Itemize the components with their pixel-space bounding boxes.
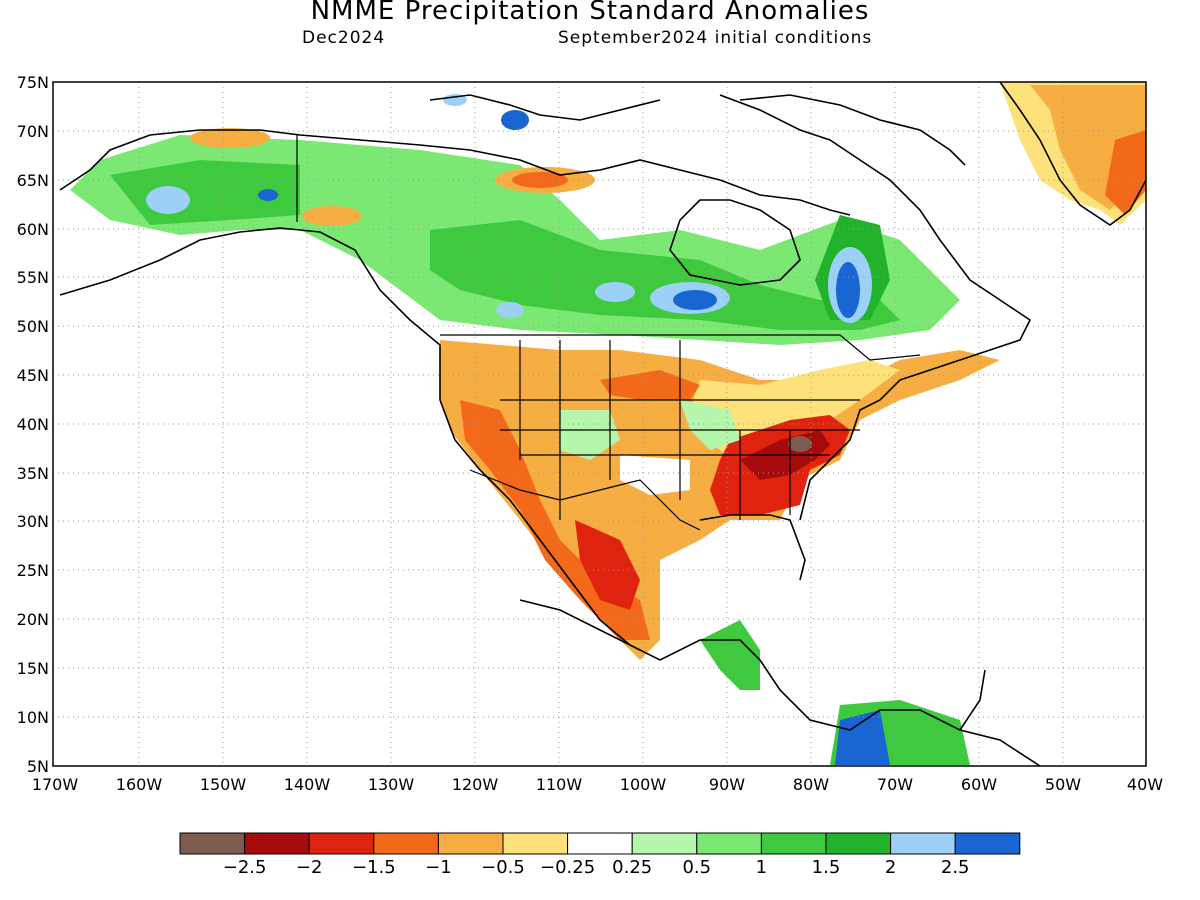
- lon-label: 60W: [961, 775, 997, 794]
- colorbar-label: 1: [756, 857, 767, 878]
- lat-label: 60N: [17, 220, 49, 239]
- colorbar-label: 1.5: [812, 857, 841, 878]
- political-borders: [296, 135, 921, 531]
- anomaly-field: [70, 82, 1146, 765]
- map-title: NMME Precipitation Standard Anomalies: [310, 0, 870, 26]
- lon-label: 100W: [620, 775, 667, 794]
- latitude-labels: 75N 70N 65N 60N 55N 50N 45N 40N 35N 30N …: [17, 73, 49, 776]
- lat-label: 75N: [17, 73, 49, 92]
- lat-label: 20N: [17, 610, 49, 629]
- lon-label: 160W: [116, 775, 163, 794]
- coastlines: [59, 82, 1146, 766]
- lat-label: 30N: [17, 512, 49, 531]
- lon-label: 140W: [284, 775, 331, 794]
- lon-label: 150W: [200, 775, 247, 794]
- lon-label: 80W: [793, 775, 829, 794]
- colorbar-label: −2: [296, 857, 323, 878]
- colorbar-swatch: [437, 832, 504, 855]
- target-month-label: Dec2024: [302, 28, 386, 48]
- initial-conditions-label: September2024 initial conditions: [558, 28, 873, 48]
- colorbar-label: −1: [425, 857, 452, 878]
- colorbar-label: 0.5: [682, 857, 711, 878]
- colorbar-swatch: [373, 832, 439, 855]
- lat-label: 40N: [17, 415, 49, 434]
- lat-label: 35N: [17, 464, 49, 483]
- lat-label: 50N: [17, 317, 49, 336]
- lon-label: 40W: [1127, 775, 1163, 794]
- longitude-labels: 170W 160W 150W 140W 130W 120W 110W 100W …: [32, 775, 1163, 794]
- lon-label: 110W: [536, 775, 583, 794]
- lon-label: 130W: [368, 775, 415, 794]
- colorbar-swatch: [760, 832, 827, 855]
- lon-label: 50W: [1045, 775, 1081, 794]
- lat-label: 70N: [17, 122, 49, 141]
- colorbar-swatch: [179, 832, 246, 855]
- colorbar-swatch: [502, 832, 569, 855]
- colorbar-swatch: [825, 832, 892, 855]
- colorbar-swatch: [890, 832, 956, 855]
- colorbar-swatch: [244, 832, 310, 855]
- colorbar-label: −0.25: [540, 857, 595, 878]
- lat-label: 55N: [17, 268, 49, 287]
- colorbar-swatch: [631, 832, 698, 855]
- colorbar-swatch: [567, 832, 633, 855]
- lat-label: 45N: [17, 366, 49, 385]
- colorbar-swatch: [696, 832, 762, 855]
- colorbar-label: −2.5: [223, 857, 267, 878]
- colorbar-label: −1.5: [352, 857, 396, 878]
- colorbar-label: 2: [885, 857, 896, 878]
- lon-label: 120W: [452, 775, 499, 794]
- colorbar-label: 0.25: [612, 857, 652, 878]
- lat-label: 15N: [17, 659, 49, 678]
- lat-label: 5N: [27, 757, 49, 776]
- colorbar-swatch: [954, 832, 1021, 855]
- lon-label: 90W: [709, 775, 745, 794]
- lat-label: 65N: [17, 171, 49, 190]
- colorbar: −2.5 −2 −1.5 −1 −0.5 −0.25 0.25 0.5 1 1.5 2 2.5: [179, 832, 1021, 878]
- colorbar-label: 2.5: [941, 857, 970, 878]
- lat-label: 25N: [17, 561, 49, 580]
- colorbar-label: −0.5: [481, 857, 525, 878]
- graticule: [53, 82, 1146, 766]
- lon-label: 70W: [877, 775, 913, 794]
- lat-label: 10N: [17, 708, 49, 727]
- lon-label: 170W: [32, 775, 79, 794]
- plot-frame: [52, 81, 1147, 767]
- colorbar-swatch: [308, 832, 375, 855]
